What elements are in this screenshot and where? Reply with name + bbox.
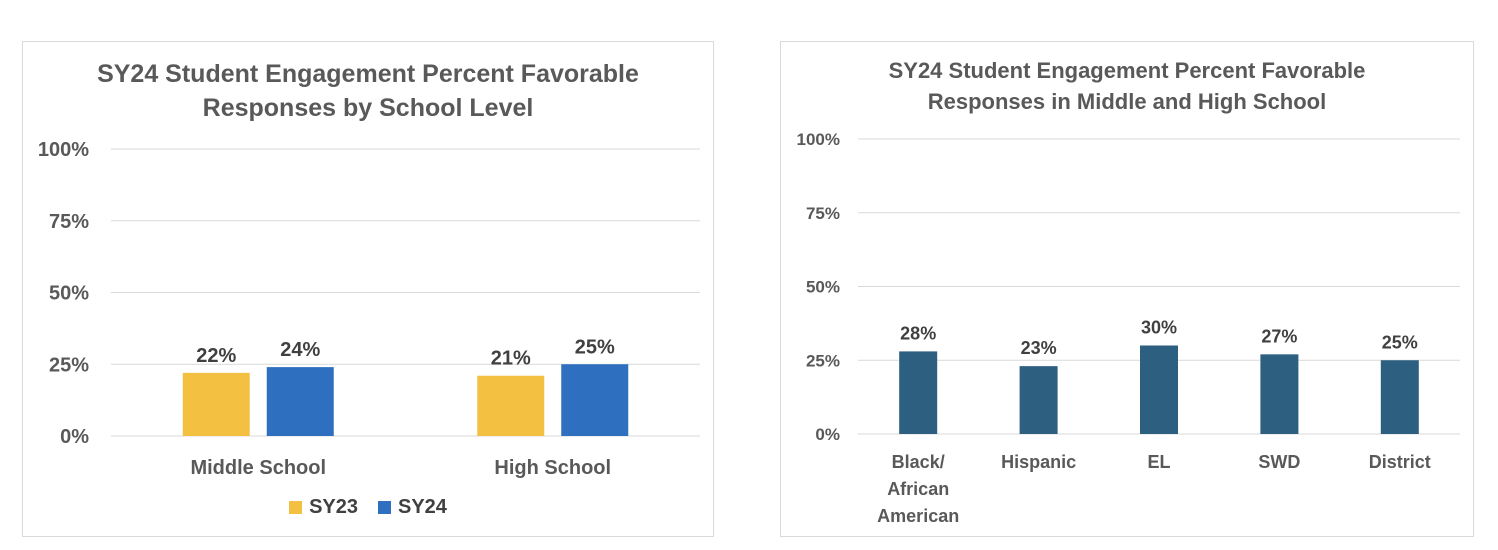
bar-chart-subgroups: 0% 25% 50% 75% 100% 28% Black/African American 2… (797, 130, 1460, 526)
x-category-label: Middle School (190, 457, 326, 479)
y-tick-label: 0% (60, 426, 89, 448)
legend-swatch-sy23 (289, 501, 303, 514)
data-label: 22% (196, 345, 236, 367)
bar-sy23-middle-school (182, 372, 250, 436)
y-tick-label: 100% (38, 139, 89, 161)
chart-panel-subgroups: SY24 Student Engagement Percent Favorabl… (780, 41, 1474, 537)
x-category-label: EL (1147, 452, 1170, 472)
bar-sy24-middle-school (266, 367, 334, 436)
x-category-label: Black/ (892, 452, 945, 472)
x-category-label: High School (494, 457, 611, 479)
legend-item-sy24: SY24 (378, 496, 447, 519)
data-label: 24% (280, 339, 320, 361)
y-tick-label: 25% (49, 354, 89, 376)
y-tick-label: 25% (806, 351, 840, 370)
legend: SY23 SY24 (23, 496, 713, 519)
bar-sy24-high-school (561, 364, 629, 436)
y-tick-label: 100% (797, 130, 840, 149)
data-label: 30% (1141, 318, 1177, 338)
bar-black-african-american (899, 351, 938, 434)
chart-title-line-2: Responses in Middle and High School (927, 89, 1327, 114)
y-tick-label: 75% (806, 204, 840, 223)
x-category-label: District (1369, 452, 1431, 472)
chart-title-line-2: Responses by School Level (202, 94, 534, 122)
chart-title-line-1: SY24 Student Engagement Percent Favorabl… (97, 60, 639, 88)
y-tick-label: 0% (815, 425, 840, 444)
legend-label-sy24: SY24 (398, 496, 447, 518)
data-label: 23% (1021, 338, 1057, 358)
legend-swatch-sy24 (378, 501, 391, 514)
bar-el (1140, 345, 1178, 434)
bar-hispanic (1019, 366, 1058, 434)
chart-panel-school-level: SY24 Student Engagement Percent Favorabl… (22, 41, 714, 537)
chart-title-line-1: SY24 Student Engagement Percent Favorabl… (888, 58, 1366, 83)
x-category-label: American (877, 506, 959, 526)
x-category-label: African (887, 479, 949, 499)
data-label: 21% (491, 348, 531, 370)
bar-swd (1260, 354, 1299, 434)
chart-title: SY24 Student Engagement Percent Favorabl… (781, 55, 1473, 117)
bar-sy23-high-school (477, 375, 545, 436)
x-category-label: SWD (1258, 452, 1300, 472)
x-category-label: Hispanic (1001, 452, 1076, 472)
legend-label-sy23: SY23 (309, 496, 358, 518)
bar-district (1380, 360, 1419, 434)
legend-item-sy23: SY23 (289, 496, 358, 519)
bar-chart-school-level: 0% 25% 50% 75% 100% 22% 24% Middle School 21% 25%… (38, 139, 700, 479)
y-tick-label: 75% (49, 211, 89, 233)
chart-title: SY24 Student Engagement Percent Favorabl… (23, 57, 713, 125)
y-tick-label: 50% (806, 278, 840, 297)
data-label: 28% (900, 323, 936, 343)
data-label: 25% (575, 336, 615, 358)
data-label: 27% (1261, 326, 1297, 346)
y-tick-label: 50% (49, 283, 89, 305)
data-label: 25% (1382, 332, 1418, 352)
